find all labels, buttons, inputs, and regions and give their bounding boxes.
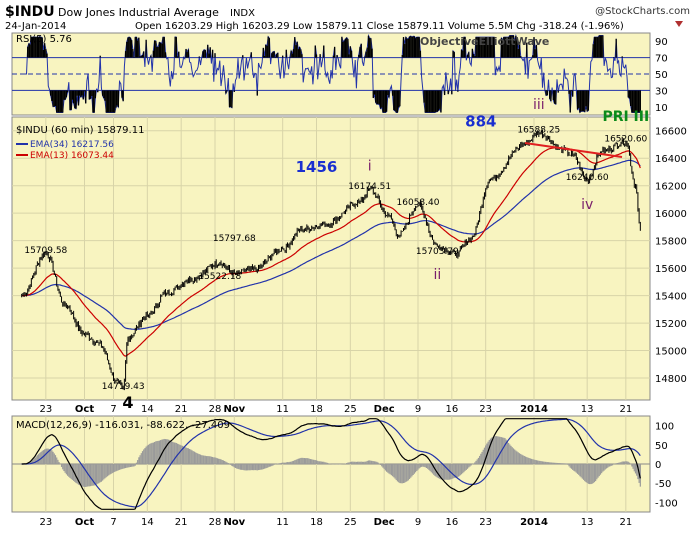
- wave-annotation: 14719.43: [102, 382, 145, 392]
- price-y-tick-label: 15000: [655, 347, 687, 358]
- macd-x-tick-label: 23: [39, 517, 52, 528]
- price-y-tick-label: 14800: [655, 374, 687, 385]
- macd-x-tick-label: 11: [276, 517, 289, 528]
- macd-x-tick-label: 9: [415, 517, 421, 528]
- price-x-tick-label: 28: [209, 404, 222, 415]
- price-x-tick-label: 21: [619, 404, 632, 415]
- price-x-tick-label: 23: [39, 404, 52, 415]
- macd-y-tick-label: -100: [655, 498, 678, 509]
- price-legend-title: $INDU (60 min) 15879.11: [16, 125, 144, 136]
- macd-x-tick-label: 18: [310, 517, 323, 528]
- price-x-tick-label: 21: [175, 404, 188, 415]
- price-x-tick-label: 16: [445, 404, 458, 415]
- macd-x-tick-label: 25: [344, 517, 357, 528]
- macd-x-tick-label: Dec: [374, 517, 395, 528]
- wave-annotation: iv: [581, 197, 593, 213]
- price-y-tick-label: 16600: [655, 127, 687, 138]
- macd-x-tick-label: 14: [141, 517, 154, 528]
- price-panel: 15709.58 14719.434 15797.68 15522.18 1456 i 16…: [11, 97, 687, 415]
- price-x-tick-label: 13: [581, 404, 594, 415]
- rsi-y-tick-label: 50: [655, 70, 668, 81]
- ema13-line: [21, 147, 641, 357]
- wave-annotation: i: [368, 159, 372, 175]
- rsi-title: RSI(5) 5.76: [16, 34, 72, 45]
- macd-x-tick-label: 7: [110, 517, 116, 528]
- wave-annotation: 15703.79: [416, 247, 459, 257]
- wave-annotation: 16588.25: [517, 125, 560, 135]
- macd-x-tick-label: Nov: [223, 517, 245, 528]
- price-x-tick-label: 23: [479, 404, 492, 415]
- wave-annotation: ii: [433, 267, 441, 283]
- wave-annotation: 1456: [296, 158, 338, 176]
- price-y-tick-label: 15200: [655, 319, 687, 330]
- macd-x-tick-label: 2014: [520, 517, 548, 528]
- macd-x-tick-label: 23: [479, 517, 492, 528]
- rsi-y-tick-label: 90: [655, 37, 668, 48]
- price-y-tick-label: 16200: [655, 182, 687, 193]
- rsi-panel: RSI(5) 5.76 ObjectiveElliottWave 90 70 50 3…: [11, 32, 668, 116]
- rsi-line: [21, 33, 641, 114]
- price-panel-bg: [11, 116, 651, 401]
- price-x-tick-label: 2014: [520, 404, 548, 415]
- price-x-tick-label: 9: [415, 404, 421, 415]
- macd-x-tick-label: Oct: [75, 517, 94, 528]
- price-x-tick-label: 25: [344, 404, 357, 415]
- exchange-label: INDX: [230, 8, 255, 19]
- ema34-line: [21, 159, 641, 330]
- price-x-tick-label: 14: [141, 404, 154, 415]
- price-x-tick-label: 7: [110, 404, 116, 415]
- price-x-tick-label: 18: [310, 404, 323, 415]
- macd-y-tick-label: 0: [655, 460, 661, 471]
- price-x-tick-label: Dec: [374, 404, 395, 415]
- macd-x-tick-label: 16: [445, 517, 458, 528]
- wave-annotation: 884: [465, 113, 496, 131]
- macd-y-tick-label: 50: [655, 441, 668, 452]
- wave-annotation: 16240.60: [566, 173, 609, 183]
- wave-annotation: 16058.40: [397, 198, 440, 208]
- watermark: ObjectiveElliottWave: [420, 35, 549, 48]
- price-y-tick-label: 15600: [655, 264, 687, 275]
- macd-y-tick-label: -50: [655, 479, 671, 490]
- wave-annotation: 15797.68: [213, 234, 256, 244]
- ema34-legend: EMA(34) 16217.56: [30, 140, 114, 150]
- wave-annotation: 16174.51: [348, 182, 391, 192]
- wave-annotation: 15709.58: [24, 246, 67, 256]
- quote-line: Open 16203.29 High 16203.29 Low 15879.11…: [135, 21, 624, 32]
- macd-x-tick-label: 28: [209, 517, 222, 528]
- macd-panel: MACD(12,26,9) -116.031, -88.622, -27.409…: [11, 415, 678, 528]
- macd-x-tick-label: 13: [581, 517, 594, 528]
- chart-date: 24-Jan-2014: [5, 21, 66, 32]
- wave-annotation: 16520.60: [604, 135, 647, 145]
- macd-y-tick-label: 100: [655, 422, 674, 433]
- red-trendline: [524, 142, 623, 158]
- wave-annotation: 15522.18: [198, 272, 241, 282]
- wave-annotation: iii: [533, 97, 545, 113]
- down-arrow-icon: [675, 21, 683, 27]
- wave-annotation: 4: [122, 393, 133, 412]
- price-y-tick-label: 16000: [655, 209, 687, 220]
- macd-x-tick-label: 21: [175, 517, 188, 528]
- price-y-tick-label: 15400: [655, 292, 687, 303]
- ema13-legend: EMA(13) 16073.44: [30, 151, 114, 161]
- macd-x-tick-label: 21: [619, 517, 632, 528]
- price-x-tick-label: 11: [276, 404, 289, 415]
- index-name: Dow Jones Industrial Average: [58, 6, 219, 19]
- wave-annotation: PRI III: [602, 109, 649, 125]
- stockcharts-credit: @StockCharts.com: [595, 6, 690, 17]
- rsi-y-tick-label: 10: [655, 103, 668, 114]
- price-y-tick-label: 15800: [655, 237, 687, 248]
- rsi-y-tick-label: 30: [655, 86, 668, 97]
- price-x-tick-label: Oct: [75, 404, 94, 415]
- symbol-title: $INDU: [5, 4, 55, 20]
- macd-line: [21, 418, 641, 510]
- macd-title: MACD(12,26,9) -116.031, -88.622, -27.409: [16, 420, 230, 431]
- rsi-y-tick-label: 70: [655, 54, 668, 65]
- price-x-tick-label: Nov: [223, 404, 245, 415]
- price-y-tick-label: 16400: [655, 154, 687, 165]
